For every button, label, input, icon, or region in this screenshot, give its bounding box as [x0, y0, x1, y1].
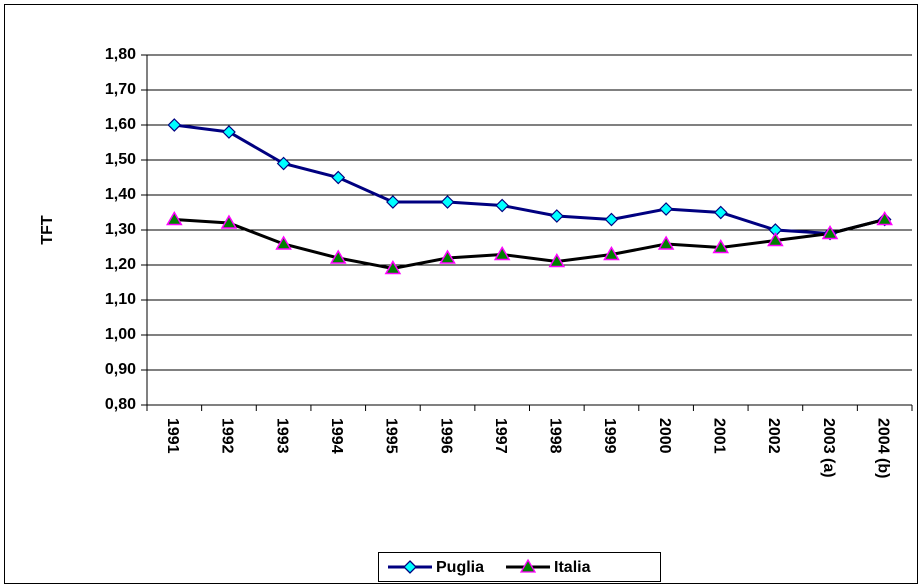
- marker: [821, 225, 839, 240]
- y-tick-label: 1,30: [105, 221, 136, 238]
- marker: [276, 156, 291, 171]
- legend-marker: [403, 560, 417, 574]
- legend-label: Puglia: [436, 559, 484, 576]
- series-line: [174, 218, 886, 271]
- x-tick-label: 1992: [219, 418, 236, 454]
- y-tick-label: 1,70: [105, 81, 136, 98]
- y-tick-label: 1,10: [105, 291, 136, 308]
- legend-marker: [519, 558, 537, 573]
- marker: [493, 246, 511, 261]
- x-tick-label: 2003 (a): [820, 418, 837, 478]
- legend-label: Italia: [554, 559, 591, 576]
- marker: [329, 249, 347, 264]
- marker: [713, 205, 728, 220]
- x-tick-label: 2000: [656, 418, 673, 454]
- y-tick-label: 0,80: [105, 396, 136, 413]
- x-tick-label: 1994: [328, 418, 345, 454]
- marker: [386, 195, 400, 209]
- y-tick-label: 1,50: [105, 151, 136, 168]
- chart-border: [4, 4, 918, 584]
- marker: [384, 260, 402, 275]
- marker: [275, 235, 292, 250]
- marker: [604, 212, 619, 227]
- x-tick-label: 1999: [601, 418, 618, 454]
- marker: [495, 198, 510, 213]
- marker: [222, 125, 236, 139]
- marker: [603, 246, 620, 261]
- x-tick-label: 1997: [492, 418, 509, 454]
- marker: [657, 235, 675, 250]
- marker: [767, 232, 784, 247]
- marker: [220, 214, 238, 229]
- y-tick-label: 1,80: [105, 46, 136, 63]
- marker: [876, 211, 893, 226]
- marker: [440, 195, 455, 209]
- y-tick-label: 1,20: [105, 256, 136, 273]
- x-tick-label: 1998: [547, 418, 564, 454]
- x-tick-label: 1991: [164, 418, 181, 454]
- marker: [712, 239, 730, 254]
- marker: [331, 170, 346, 185]
- x-tick-label: 2004 (b): [874, 418, 891, 478]
- marker: [548, 253, 566, 268]
- marker: [549, 209, 564, 223]
- marker: [167, 118, 182, 132]
- y-axis-title: TFT: [39, 215, 56, 245]
- series-line: [174, 123, 886, 236]
- marker: [439, 249, 456, 264]
- marker: [659, 202, 673, 216]
- y-tick-label: 1,60: [105, 116, 136, 133]
- y-tick-label: 1,00: [105, 326, 136, 343]
- x-tick-label: 2002: [765, 418, 782, 454]
- x-tick-label: 1993: [273, 418, 290, 454]
- legend: Puglia Italia: [378, 552, 661, 582]
- y-tick-label: 0,90: [105, 361, 136, 378]
- x-tick-label: 2001: [711, 418, 728, 454]
- x-tick-label: 1996: [437, 418, 454, 454]
- marker: [166, 211, 183, 226]
- y-tick-label: 1,40: [105, 186, 136, 203]
- x-tick-label: 1995: [383, 418, 400, 454]
